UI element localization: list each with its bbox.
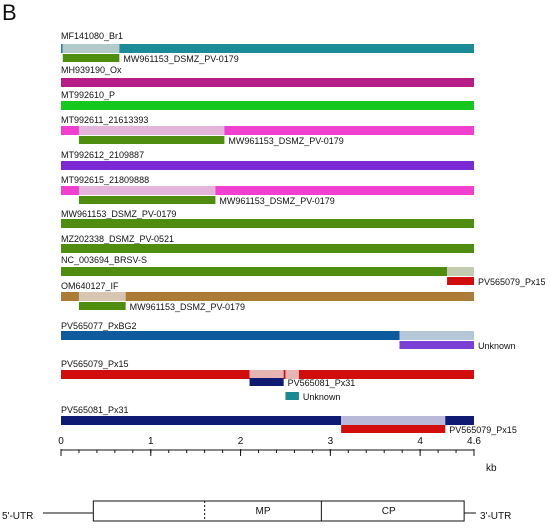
track-label: MT992611_21613393 xyxy=(61,115,148,125)
track-segment xyxy=(61,244,474,253)
recombinant-source-label: MW961153_DSMZ_PV-0179 xyxy=(219,196,334,206)
track-segment xyxy=(78,292,126,301)
track-segment xyxy=(61,126,79,135)
axis-unit: kb xyxy=(486,463,497,474)
track-label: PV565081_Px31 xyxy=(61,405,129,415)
track-label: MW961153_DSMZ_PV-0179 xyxy=(61,209,176,219)
recombinant-source-label: PV565081_Px31 xyxy=(288,378,356,388)
recombinant-source-bar xyxy=(341,425,446,433)
track-segment xyxy=(61,101,474,110)
recombinant-source-bar xyxy=(78,196,216,204)
five-prime-utr-label: 5'-UTR xyxy=(2,511,33,522)
recombinant-source-label: Unknown xyxy=(478,341,516,351)
recombinant-source-label: MW961153_DSMZ_PV-0179 xyxy=(130,302,245,312)
axis-tick-label: 1 xyxy=(148,436,154,447)
track-label: MH939190_Ox xyxy=(61,65,122,75)
track-segment xyxy=(283,370,286,379)
track-segment xyxy=(61,292,79,301)
track-segment xyxy=(445,416,474,425)
track-segment xyxy=(399,331,474,340)
recombinant-source-bar xyxy=(447,277,474,285)
recombinant-source-bar xyxy=(285,392,299,400)
recombinant-source-bar xyxy=(399,341,474,349)
track-segment xyxy=(285,370,299,379)
track-label: OM640127_IF xyxy=(61,281,119,291)
track-segment xyxy=(61,186,79,195)
orf-label-cp: CP xyxy=(382,506,396,517)
orf-label-mp: MP xyxy=(256,506,271,517)
recombinant-source-bar xyxy=(62,54,120,62)
track-label: MT992615_21809888 xyxy=(61,175,149,185)
track-segment xyxy=(341,416,446,425)
recombinant-source-label: MW961153_DSMZ_PV-0179 xyxy=(123,54,238,64)
recombinant-source-bar xyxy=(78,136,225,144)
recombinant-source-bar xyxy=(249,378,284,386)
track-segment xyxy=(119,44,474,53)
track-segment xyxy=(62,44,120,53)
track-label: MT992612_2109887 xyxy=(61,150,144,160)
recombinant-source-label: PV565079_Px15 xyxy=(449,425,517,435)
recombinant-source-label: PV565079_Px15 xyxy=(478,277,546,287)
track-segment xyxy=(61,161,474,170)
track-segment xyxy=(61,78,474,87)
track-segment xyxy=(61,416,342,425)
recombinant-source-bar xyxy=(78,302,126,310)
recombinant-source-label: Unknown xyxy=(303,392,341,402)
genome-box xyxy=(92,500,465,522)
track-segment xyxy=(249,370,284,379)
axis-tick-label: 3 xyxy=(328,436,334,447)
track-segment xyxy=(61,331,400,340)
track-label: MF141080_Br1 xyxy=(61,31,123,41)
track-segment xyxy=(447,267,474,276)
track-segment xyxy=(215,186,474,195)
axis-tick-label: 4 xyxy=(417,436,423,447)
track-segment xyxy=(61,267,448,276)
track-segment xyxy=(78,186,216,195)
axis-tick-label: 4.6 xyxy=(467,436,481,447)
track-segment xyxy=(61,44,63,53)
three-prime-utr-label: 3'-UTR xyxy=(480,511,511,522)
axis-tick-label: 0 xyxy=(58,436,64,447)
axis-tick-label: 2 xyxy=(238,436,244,447)
track-segment xyxy=(224,126,474,135)
track-label: PV565079_Px15 xyxy=(61,359,129,369)
track-segment xyxy=(61,219,474,228)
recombinant-source-label: MW961153_DSMZ_PV-0179 xyxy=(228,136,343,146)
track-label: MZ202338_DSMZ_PV-0521 xyxy=(61,234,174,244)
track-segment xyxy=(298,370,474,379)
track-segment xyxy=(61,370,250,379)
track-label: NC_003694_BRSV-S xyxy=(61,255,147,265)
track-segment xyxy=(125,292,474,301)
track-label: PV565077_PxBG2 xyxy=(61,321,137,331)
panel-letter: B xyxy=(2,0,17,25)
track-segment xyxy=(78,126,225,135)
track-label: MT992610_P xyxy=(61,90,115,100)
